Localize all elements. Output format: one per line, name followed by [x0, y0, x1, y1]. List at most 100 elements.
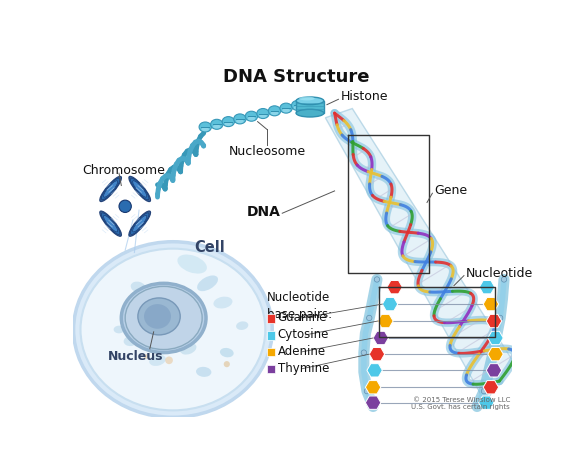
Ellipse shape — [132, 181, 147, 197]
Ellipse shape — [136, 306, 148, 315]
Ellipse shape — [236, 322, 248, 330]
Ellipse shape — [138, 298, 180, 335]
Ellipse shape — [103, 181, 118, 197]
Ellipse shape — [178, 255, 207, 274]
Ellipse shape — [501, 277, 506, 282]
Text: Thymine: Thymine — [278, 362, 329, 375]
Ellipse shape — [197, 276, 218, 291]
Polygon shape — [378, 314, 393, 328]
Ellipse shape — [490, 350, 496, 355]
Ellipse shape — [149, 355, 166, 366]
Ellipse shape — [374, 277, 380, 282]
Polygon shape — [483, 380, 498, 394]
Ellipse shape — [220, 348, 234, 357]
Ellipse shape — [224, 122, 232, 126]
Text: © 2015 Terese Winslow LLC
U.S. Govt. has certain rights: © 2015 Terese Winslow LLC U.S. Govt. has… — [412, 397, 510, 410]
Ellipse shape — [364, 388, 369, 394]
Polygon shape — [267, 348, 275, 357]
Text: Adenine: Adenine — [278, 345, 325, 358]
Ellipse shape — [165, 357, 173, 364]
Polygon shape — [267, 331, 275, 339]
Ellipse shape — [103, 215, 118, 232]
Ellipse shape — [74, 242, 272, 417]
Polygon shape — [488, 347, 503, 361]
Ellipse shape — [131, 213, 149, 234]
Polygon shape — [483, 298, 498, 311]
Polygon shape — [486, 314, 502, 328]
Ellipse shape — [127, 322, 134, 329]
Polygon shape — [387, 280, 403, 294]
Ellipse shape — [234, 114, 246, 124]
Ellipse shape — [100, 176, 122, 202]
Ellipse shape — [119, 200, 131, 212]
Polygon shape — [369, 347, 385, 361]
Polygon shape — [480, 280, 494, 294]
Polygon shape — [325, 109, 513, 402]
Polygon shape — [367, 364, 383, 377]
Ellipse shape — [481, 388, 486, 394]
Ellipse shape — [299, 96, 315, 101]
Ellipse shape — [180, 343, 196, 355]
Ellipse shape — [280, 103, 292, 113]
Polygon shape — [373, 331, 388, 344]
Ellipse shape — [144, 354, 148, 359]
Ellipse shape — [131, 282, 146, 293]
Text: Nucleotide: Nucleotide — [465, 267, 533, 280]
Text: Cell: Cell — [195, 240, 225, 255]
Text: Gene: Gene — [435, 184, 468, 197]
Ellipse shape — [296, 110, 324, 117]
Ellipse shape — [114, 326, 124, 333]
Ellipse shape — [282, 109, 290, 112]
Text: DNA Structure: DNA Structure — [223, 68, 369, 86]
Ellipse shape — [211, 119, 223, 129]
Ellipse shape — [124, 336, 138, 346]
Ellipse shape — [246, 111, 258, 121]
Ellipse shape — [271, 111, 279, 115]
Ellipse shape — [102, 213, 120, 234]
Polygon shape — [267, 365, 275, 373]
Polygon shape — [486, 364, 502, 377]
Text: Nucleosome: Nucleosome — [228, 145, 305, 158]
Ellipse shape — [259, 114, 267, 118]
Ellipse shape — [199, 122, 211, 132]
Polygon shape — [296, 101, 324, 113]
Ellipse shape — [196, 367, 211, 377]
Ellipse shape — [144, 304, 171, 329]
Ellipse shape — [296, 97, 324, 105]
Text: DNA: DNA — [247, 205, 281, 219]
Ellipse shape — [291, 101, 304, 110]
Ellipse shape — [367, 315, 372, 321]
Ellipse shape — [100, 211, 122, 236]
Ellipse shape — [214, 297, 232, 308]
Ellipse shape — [222, 117, 235, 127]
Polygon shape — [365, 396, 381, 410]
Ellipse shape — [129, 176, 151, 202]
Text: Cytosine: Cytosine — [278, 329, 329, 341]
Ellipse shape — [213, 124, 220, 129]
Ellipse shape — [248, 117, 255, 120]
Polygon shape — [365, 380, 381, 394]
Text: Chromosome: Chromosome — [82, 164, 165, 176]
Ellipse shape — [129, 211, 151, 236]
Polygon shape — [383, 298, 398, 311]
Text: Guanine: Guanine — [278, 312, 327, 324]
Text: Nucleus: Nucleus — [108, 350, 164, 363]
Ellipse shape — [102, 178, 120, 200]
Ellipse shape — [236, 119, 244, 123]
Ellipse shape — [257, 109, 269, 118]
Ellipse shape — [202, 127, 209, 131]
Polygon shape — [267, 314, 275, 322]
Ellipse shape — [81, 249, 266, 410]
Ellipse shape — [497, 315, 503, 321]
Text: Histone: Histone — [341, 90, 388, 103]
Ellipse shape — [121, 283, 206, 352]
Ellipse shape — [131, 178, 149, 200]
Polygon shape — [478, 396, 494, 410]
Ellipse shape — [125, 286, 202, 350]
Polygon shape — [488, 331, 503, 344]
Text: Nucleotide
base pairs:: Nucleotide base pairs: — [267, 291, 332, 321]
Ellipse shape — [132, 215, 147, 232]
Ellipse shape — [224, 361, 230, 367]
Ellipse shape — [294, 106, 301, 110]
Ellipse shape — [361, 350, 367, 355]
